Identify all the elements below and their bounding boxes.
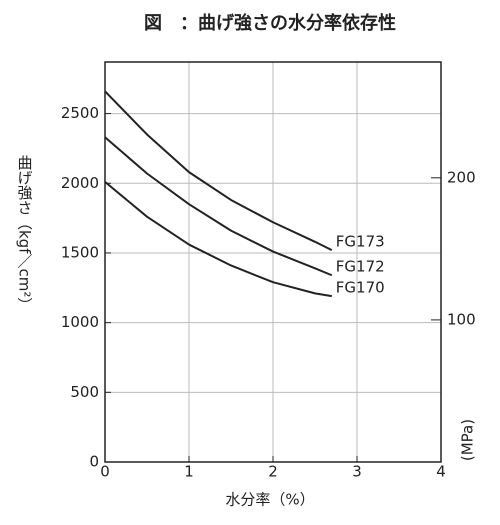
x-tick-label: 0: [100, 463, 110, 481]
plot-frame: [104, 61, 442, 463]
y-tick-label: 0: [89, 453, 99, 471]
y2-tick-label: 200: [447, 168, 476, 186]
x-tick-label: 3: [352, 463, 362, 481]
series-label: FG172: [336, 258, 385, 276]
x-tick-label: 4: [436, 463, 446, 481]
x-tick-label: 1: [184, 463, 194, 481]
line: [104, 90, 333, 252]
y-tick-label: 1000: [61, 313, 99, 331]
y-tick-label: 1500: [61, 243, 99, 261]
y2-axis-label: (MPa): [459, 419, 477, 461]
x-tick-label: 2: [268, 463, 278, 481]
series-label: FG170: [336, 279, 385, 297]
line: [104, 181, 332, 298]
x-axis-label: 水分率（%）: [225, 491, 314, 509]
y-tick-label: 2500: [61, 104, 99, 122]
y2-tick-label: 100: [447, 310, 476, 328]
y-tick-label: 2000: [61, 174, 99, 192]
line: [104, 136, 333, 277]
series-label: FG173: [336, 233, 385, 251]
y-axis-label: 曲げ強さ（kgf／cm²）: [16, 155, 34, 312]
chart-title: 図 ：曲げ強さの水分率依存性: [144, 12, 396, 34]
y-tick-label: 500: [70, 383, 99, 401]
